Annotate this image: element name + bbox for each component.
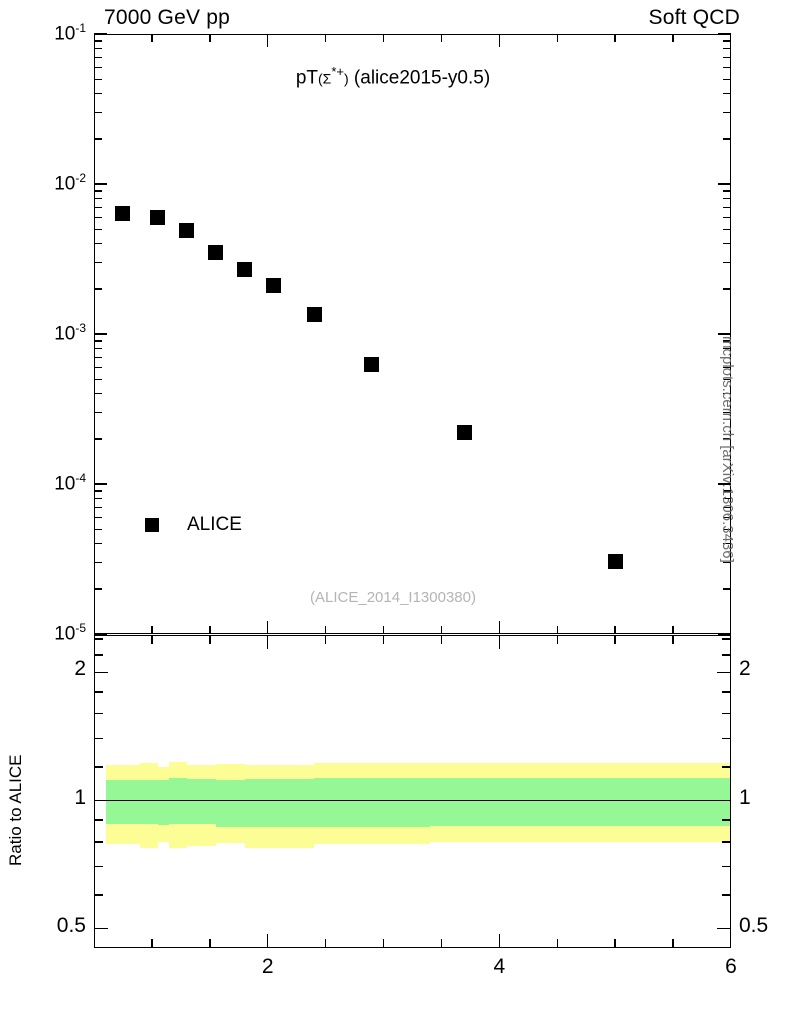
ratio-inner-band-segment xyxy=(314,777,430,828)
x-axis-tick-label: 4 xyxy=(493,955,506,978)
ratio-inner-band-segment xyxy=(186,778,216,825)
header-process-label: Soft QCD xyxy=(648,6,740,29)
ratio-inner-band-segment xyxy=(105,779,141,825)
analysis-id-watermark: (ALICE_2014_I1300380) xyxy=(310,589,476,606)
ratio-inner-band-segment xyxy=(244,778,315,828)
data-point-marker xyxy=(364,356,380,372)
main-plot-frame xyxy=(94,34,731,634)
plot-title: pT(Σ*+) (alice2015-y0.5) xyxy=(0,64,786,89)
source-caption: mcplots.cern.ch [arXiv:1306.3436] xyxy=(719,336,736,563)
data-point-marker xyxy=(150,209,166,225)
main-y-tick-label: 10-4 xyxy=(54,471,86,495)
ratio-inner-band-segment xyxy=(140,779,158,825)
ratio-inner-band-segment xyxy=(429,777,730,827)
data-point-marker xyxy=(457,425,473,441)
ratio-y-tick-label-left: 1 xyxy=(74,785,86,809)
plot-title-analysis: (alice2015-y0.5) xyxy=(348,67,491,89)
data-point-marker xyxy=(237,261,253,277)
ratio-y-tick-label-left: 0.5 xyxy=(56,913,86,937)
plot-title-paren-open: ( xyxy=(318,70,323,87)
plot-title-observable: pT xyxy=(295,67,318,89)
main-y-tick-label: 10-3 xyxy=(54,321,86,345)
data-point-marker xyxy=(266,278,282,294)
ratio-inner-band-segment xyxy=(157,779,170,826)
plot-title-particle: Σ xyxy=(322,70,332,87)
data-point-marker xyxy=(179,222,195,238)
data-point-marker xyxy=(306,306,322,322)
ratio-inner-band-segment xyxy=(215,779,245,828)
x-axis-tick-label: 6 xyxy=(725,955,737,978)
ratio-y-tick-label-right: 0.5 xyxy=(739,913,769,937)
legend-marker-alice xyxy=(145,518,159,532)
x-axis-tick-label: 2 xyxy=(261,955,274,978)
data-point-marker xyxy=(115,205,131,221)
data-point-marker xyxy=(607,553,623,569)
legend-label-alice: ALICE xyxy=(187,514,242,535)
main-y-tick-label: 10-2 xyxy=(54,171,86,195)
ratio-reference-line xyxy=(95,799,730,802)
ratio-y-axis-title: Ratio to ALICE xyxy=(6,754,25,866)
ratio-y-tick-label-right: 1 xyxy=(739,785,751,809)
main-y-tick-label: 10-5 xyxy=(54,621,86,645)
main-y-tick-label: 10-1 xyxy=(54,21,86,45)
ratio-y-tick-label-right: 2 xyxy=(739,657,751,681)
data-point-marker xyxy=(208,244,224,260)
plot-title-charge: *+ xyxy=(331,64,344,79)
header-beam-label: 7000 GeV pp xyxy=(104,6,230,29)
ratio-y-tick-label-left: 2 xyxy=(74,657,86,681)
plot-title-paren-close: ) xyxy=(343,70,349,87)
